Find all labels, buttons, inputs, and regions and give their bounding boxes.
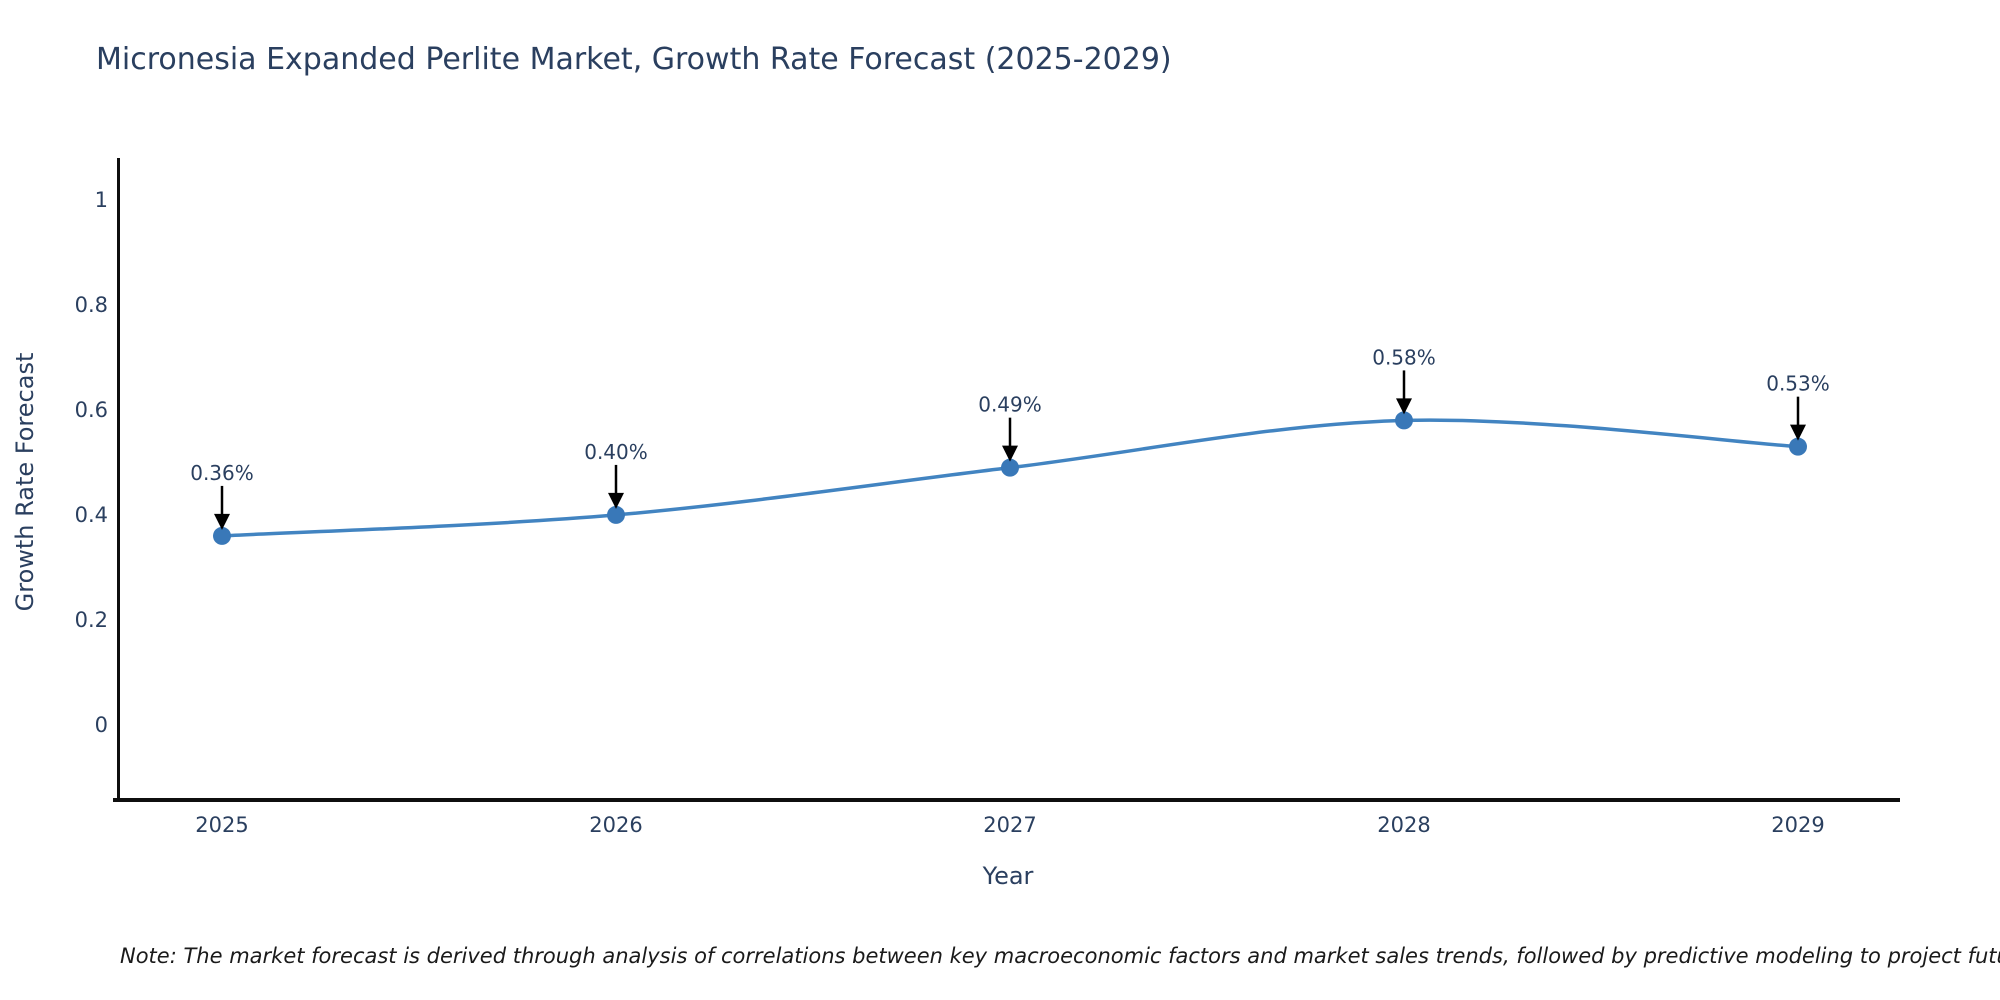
- annotation-label: 0.40%: [584, 440, 648, 464]
- annotation-label: 0.53%: [1766, 372, 1830, 396]
- x-axis-label: Year: [982, 862, 1034, 890]
- y-tick-label: 0.2: [74, 607, 108, 632]
- annotation-arrowhead: [1396, 398, 1412, 415]
- data-point-2028: [1395, 411, 1413, 430]
- y-tick-label: 1: [94, 187, 108, 212]
- data-point-2025: [213, 526, 231, 545]
- data-point-2029: [1789, 437, 1807, 456]
- data-point-2026: [607, 505, 625, 524]
- y-axis-line: [117, 158, 120, 802]
- annotation-label: 0.36%: [190, 461, 254, 485]
- annotation-arrowhead: [608, 492, 624, 509]
- data-point-2027: [1001, 458, 1019, 477]
- x-tick-label: 2029: [1771, 813, 1825, 837]
- footnote: Note: The market forecast is derived thr…: [120, 944, 2000, 968]
- annotation-label: 0.58%: [1372, 345, 1436, 369]
- y-tick-label: 0: [94, 712, 108, 737]
- x-tick-label: 2025: [195, 813, 249, 837]
- annotation-arrowhead: [214, 513, 230, 530]
- x-axis-line: [113, 798, 1900, 802]
- y-tick-label: 0.8: [74, 292, 108, 317]
- chart-title: Micronesia Expanded Perlite Market, Grow…: [96, 42, 1172, 77]
- annotation-arrowhead: [1002, 445, 1018, 462]
- y-tick-label: 0.6: [74, 397, 108, 422]
- x-tick-label: 2028: [1377, 813, 1431, 837]
- x-tick-label: 2026: [589, 813, 643, 837]
- x-tick-label: 2027: [983, 813, 1037, 837]
- annotation-label: 0.49%: [978, 393, 1042, 417]
- annotation-arrowhead: [1790, 424, 1806, 441]
- y-tick-label: 0.4: [74, 502, 108, 527]
- y-axis-label: Growth Rate Forecast: [11, 352, 39, 612]
- plot-area[interactable]: 0.36% 0.40% 0.49% 0.58% 0.53%: [118, 160, 1898, 800]
